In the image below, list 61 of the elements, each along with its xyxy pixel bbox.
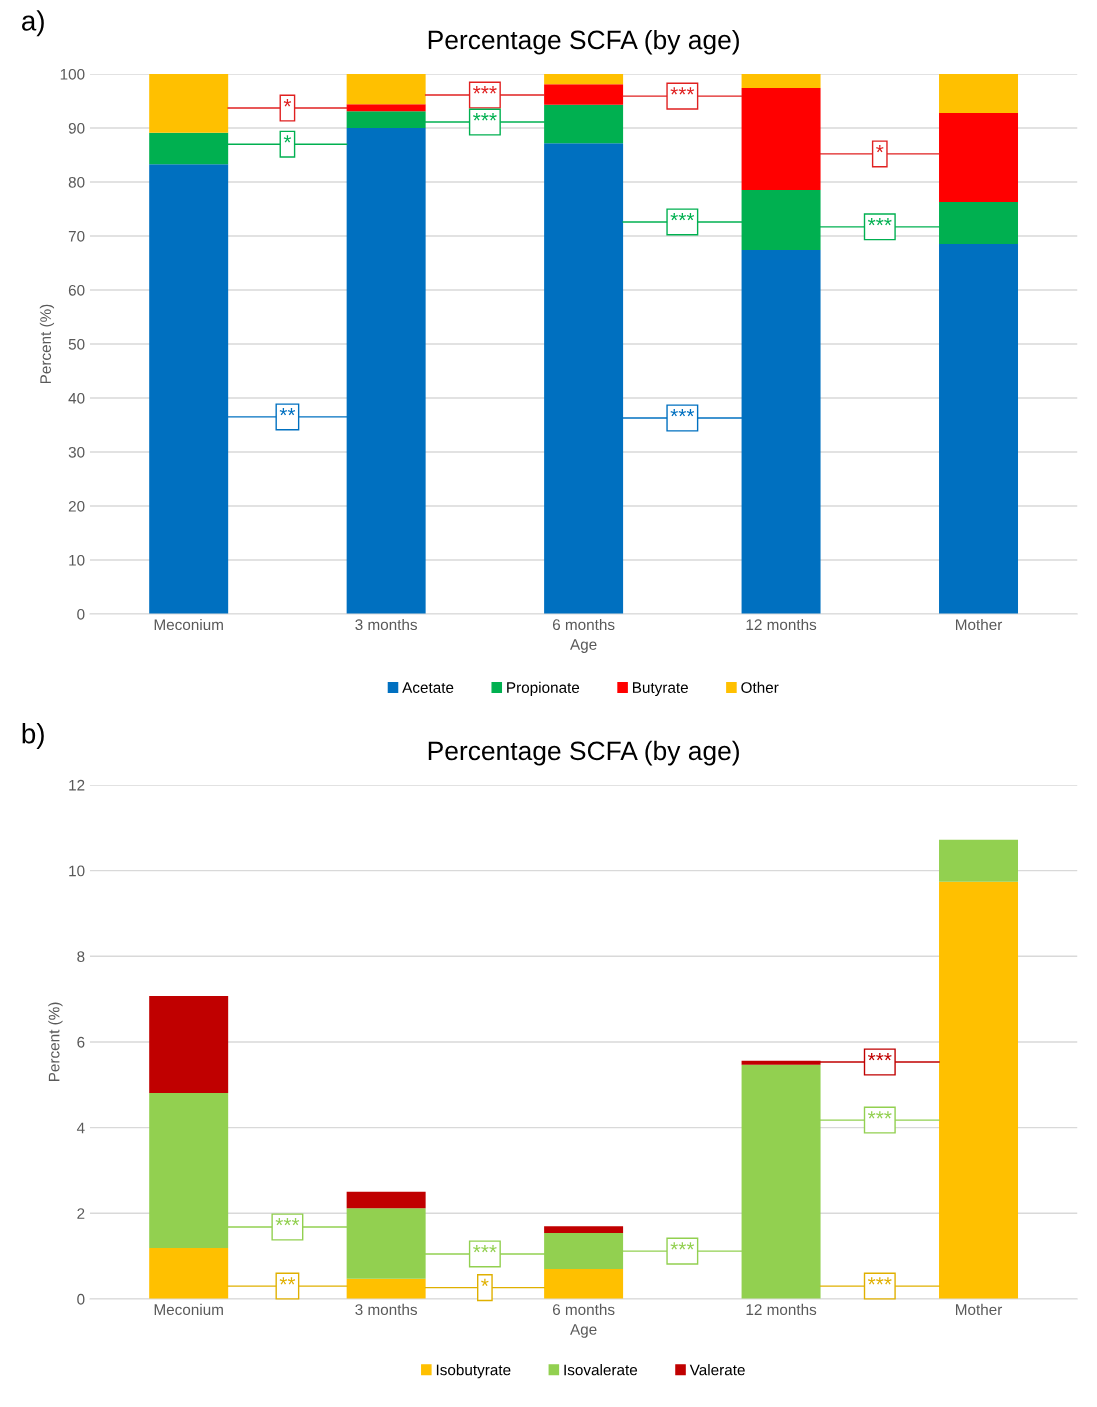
y-tick-label: 70 [68,230,85,242]
x-axis-title: Age [570,639,597,653]
annotation: *** [275,1218,300,1226]
chart-title: Percentage SCFA (by age) [428,29,739,55]
y-tick-label: 90 [68,122,85,134]
x-tick-label: Meconium [154,1303,223,1316]
y-tick-label: 4 [76,1122,85,1134]
y-tick-label: 8 [77,951,85,962]
annotation: * [283,99,292,107]
x-axis-title: Age [570,1324,597,1338]
legend-label: Other [741,681,779,693]
annotation: *** [473,1245,497,1253]
y-tick-label: 10 [69,865,85,877]
x-tick-label: 6 months [552,1303,615,1316]
legend-label: Valerate [689,1364,745,1376]
annotation: * [283,135,292,143]
x-tick-label: Mother [956,1303,1003,1316]
y-axis-title: Percent (%) [48,1002,63,1082]
x-tick-label: Meconium [154,618,223,631]
x-tick-label: 3 months [355,618,418,631]
annotation: *** [670,213,695,221]
annotation: *** [867,1053,892,1061]
annotation: ** [279,1277,296,1285]
annotation: *** [670,1242,695,1250]
y-tick-label: 12 [69,779,85,791]
y-tick-label: 0 [77,1293,85,1305]
chart-title: Percentage SCFA (by age) [428,740,739,766]
legend-label: Isobutyrate [436,1364,511,1379]
y-axis-title: Percent (%) [39,304,55,384]
annotation: ** [279,407,296,416]
x-tick-label: 3 months [355,1303,418,1316]
y-tick-label: 50 [68,338,85,350]
y-tick-label: 100 [60,68,85,80]
legend-label: Acetate [402,682,454,693]
y-tick-label: 40 [68,392,85,404]
legend-label: Butyrate [633,682,688,697]
annotation: *** [867,1277,892,1285]
x-tick-label: 6 months [552,618,615,631]
text: b) [22,723,44,749]
annotation: * [876,144,884,153]
annotation: *** [867,217,892,226]
legend-label: Isovalerate [564,1364,638,1376]
y-tick-label: 2 [77,1208,85,1219]
y-tick-label: 0 [77,608,85,620]
y-tick-label: 30 [68,446,85,458]
y-tick-label: 80 [68,176,85,188]
annotation: *** [473,86,497,94]
x-tick-label: 12 months [746,618,817,631]
annotation: *** [670,87,695,95]
annotation: *** [670,409,695,417]
annotation: * [481,1278,489,1286]
y-tick-label: 20 [68,500,85,512]
x-tick-label: Mother [956,618,1003,631]
y-tick-label: 10 [69,554,85,566]
y-tick-label: 60 [68,284,85,296]
annotation: *** [473,113,497,121]
legend-label: Propionate [507,681,580,697]
x-tick-label: 12 months [746,1303,817,1316]
text: a) [22,10,44,37]
annotation: *** [867,1111,892,1119]
y-tick-label: 6 [77,1036,85,1048]
